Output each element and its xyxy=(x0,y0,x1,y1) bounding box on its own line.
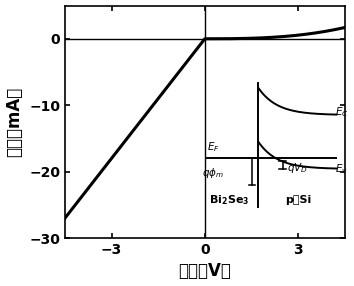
X-axis label: 偏压（V）: 偏压（V） xyxy=(178,263,231,281)
Y-axis label: 电流（mA）: 电流（mA） xyxy=(6,87,24,157)
